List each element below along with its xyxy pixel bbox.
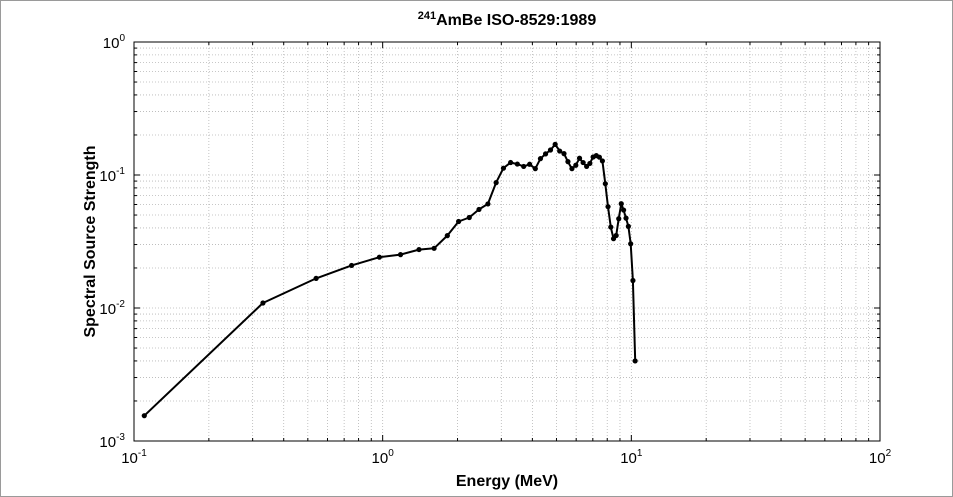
y-tick-label-base: 10: [99, 301, 116, 318]
y-tick-label-exponent: -2: [116, 299, 125, 310]
data-point: [521, 163, 527, 170]
series-line: [143, 143, 637, 417]
data-point: [547, 147, 554, 153]
grid: [134, 42, 880, 441]
data-point: [485, 201, 491, 207]
data-point: [431, 245, 437, 251]
data-point: [565, 159, 571, 165]
data-point: [493, 180, 499, 186]
data-point: [573, 162, 579, 168]
x-tick-label-exponent: -1: [138, 448, 147, 459]
data-point: [576, 155, 583, 161]
data-point: [455, 218, 462, 225]
y-tick-label-exponent: -1: [116, 166, 125, 177]
data-point: [630, 277, 636, 284]
data-point: [587, 160, 593, 167]
data-point: [416, 246, 422, 253]
y-tick-label: 10-1: [99, 166, 125, 185]
data-point: [348, 262, 355, 269]
x-axis-label: Energy (MeV): [456, 473, 558, 490]
data-point: [599, 158, 606, 164]
data-point: [557, 148, 563, 154]
y-tick-label: 100: [103, 33, 126, 52]
plot-area-frame: [133, 41, 881, 442]
data-point: [514, 161, 520, 167]
y-tick-label-base: 10: [103, 35, 120, 52]
data-point: [260, 300, 266, 306]
series-layer: [141, 141, 638, 419]
data-point: [621, 207, 627, 213]
y-tick-label-base: 10: [99, 168, 116, 185]
data-point: [141, 413, 147, 419]
data-point: [613, 232, 619, 239]
x-tick-label-exponent: 2: [886, 448, 892, 459]
data-point: [508, 159, 514, 166]
data-point: [628, 241, 634, 247]
data-point: [602, 181, 608, 187]
y-tick-label: 10-2: [99, 299, 125, 318]
x-tick-label-base: 10: [372, 450, 389, 467]
data-point: [542, 151, 549, 157]
axis-ticks: [134, 42, 880, 441]
x-tick-label-base: 10: [121, 450, 138, 467]
data-point: [397, 252, 404, 258]
data-point: [466, 214, 472, 221]
x-tick-label-base: 10: [620, 450, 637, 467]
data-point: [608, 224, 614, 230]
data-point: [444, 233, 450, 239]
data-point: [313, 275, 319, 281]
x-tick-label: 10-1: [121, 448, 147, 467]
data-point: [376, 254, 382, 260]
y-axis-label: Spectral Source Strength: [82, 145, 99, 337]
data-point: [561, 151, 567, 157]
chart-title: 241AmBe ISO-8529:1989: [418, 10, 597, 29]
chart-title-superscript: 241: [418, 10, 436, 22]
y-tick-label: 10-3: [99, 432, 125, 451]
data-point: [537, 156, 544, 162]
data-point: [500, 165, 507, 171]
data-point: [569, 166, 575, 172]
x-tick-label: 102: [869, 448, 892, 467]
data-point: [580, 159, 586, 166]
data-point: [532, 166, 538, 172]
data-point: [623, 215, 629, 221]
data-point: [476, 206, 482, 213]
x-tick-label: 101: [620, 448, 643, 467]
data-point: [625, 223, 631, 229]
data-point: [596, 154, 602, 160]
data-point: [632, 358, 638, 364]
data-point: [552, 141, 558, 147]
data-point: [618, 201, 624, 207]
y-tick-label-exponent: 0: [119, 33, 125, 44]
data-point: [527, 161, 533, 167]
x-tick-label-exponent: 1: [637, 448, 643, 459]
data-point: [605, 204, 611, 210]
y-tick-label-exponent: -3: [116, 432, 125, 443]
x-tick-label-base: 10: [869, 450, 886, 467]
data-point: [616, 216, 622, 222]
x-tick-label: 100: [372, 448, 395, 467]
chart-title-main: AmBe ISO-8529:1989: [436, 12, 596, 29]
y-tick-label-base: 10: [99, 434, 116, 451]
x-tick-label-exponent: 0: [388, 448, 394, 459]
